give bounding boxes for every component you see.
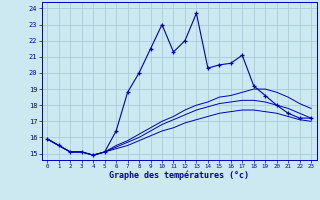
X-axis label: Graphe des températures (°c): Graphe des températures (°c) <box>109 171 249 180</box>
